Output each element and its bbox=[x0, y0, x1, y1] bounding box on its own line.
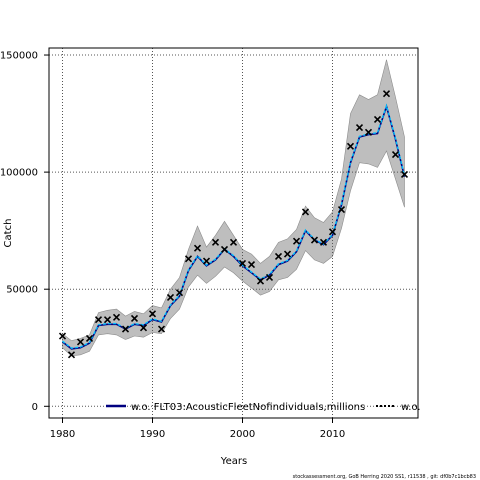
axes: 1980 1990 2000 2010 0 50000 100000 150000 bbox=[0, 51, 345, 440]
observed-point bbox=[265, 273, 274, 282]
observed-point bbox=[103, 316, 112, 324]
plot-frame bbox=[48, 47, 419, 419]
model-line bbox=[62, 103, 406, 349]
x-tick-label: 1990 bbox=[140, 429, 165, 440]
observed-point bbox=[310, 236, 319, 244]
x-tick-label: 2010 bbox=[320, 429, 345, 440]
observed-point bbox=[58, 332, 67, 340]
observed-point bbox=[400, 170, 409, 179]
observed-point bbox=[337, 206, 346, 214]
y-axis-title: Catch bbox=[3, 219, 14, 248]
observed-markers bbox=[58, 90, 409, 359]
y-tick-label: 0 bbox=[32, 402, 38, 413]
observed-point bbox=[274, 252, 283, 260]
y-tick-label: 150000 bbox=[0, 51, 38, 62]
legend: w.o. FLT03:AcousticFleetNofindividuals,m… bbox=[106, 402, 421, 413]
observed-point bbox=[166, 293, 175, 301]
confidence-band-layer bbox=[62, 59, 405, 357]
legend-label-estimate: w.o. FLT03:AcousticFleetNofindividuals,m… bbox=[131, 402, 365, 413]
y-tick-label: 50000 bbox=[6, 285, 38, 296]
legend-label-model: w.o. bbox=[401, 402, 421, 413]
x-axis-title: Years bbox=[220, 456, 247, 467]
observed-point bbox=[157, 325, 166, 333]
observed-point bbox=[130, 314, 139, 323]
x-tick-label: 2000 bbox=[230, 429, 255, 440]
observed-point bbox=[355, 124, 364, 132]
series-lines bbox=[62, 103, 406, 350]
observed-point bbox=[238, 259, 247, 268]
observed-point bbox=[382, 90, 391, 98]
observed-point bbox=[292, 237, 301, 245]
observed-point bbox=[319, 238, 328, 246]
y-tick-label: 100000 bbox=[0, 168, 38, 179]
observed-point bbox=[175, 289, 184, 297]
observed-point bbox=[121, 325, 130, 333]
observed-point bbox=[85, 334, 94, 342]
observed-point bbox=[139, 324, 148, 332]
x-tick-label: 1980 bbox=[50, 429, 75, 440]
observed-point bbox=[148, 310, 157, 318]
observed-point bbox=[256, 277, 265, 285]
footer-credit: stockassessment.org, GoB Herring 2020 SS… bbox=[293, 474, 476, 480]
observed-point bbox=[202, 257, 211, 265]
observed-point bbox=[211, 238, 220, 246]
observed-point bbox=[112, 313, 121, 321]
observed-point bbox=[283, 250, 292, 258]
observed-point bbox=[328, 228, 337, 236]
observed-point bbox=[247, 261, 256, 269]
observed-point bbox=[67, 351, 76, 359]
observed-point bbox=[364, 128, 373, 136]
observed-point bbox=[94, 316, 103, 324]
observed-point bbox=[229, 238, 238, 246]
observed-point bbox=[391, 150, 400, 159]
observed-point bbox=[76, 338, 85, 346]
observed-point bbox=[184, 255, 193, 263]
observed-point bbox=[373, 115, 382, 123]
observed-point bbox=[301, 208, 310, 216]
observed-point bbox=[220, 245, 229, 253]
observed-point bbox=[346, 142, 355, 150]
observed-point bbox=[193, 244, 202, 252]
confidence-band bbox=[62, 59, 405, 357]
